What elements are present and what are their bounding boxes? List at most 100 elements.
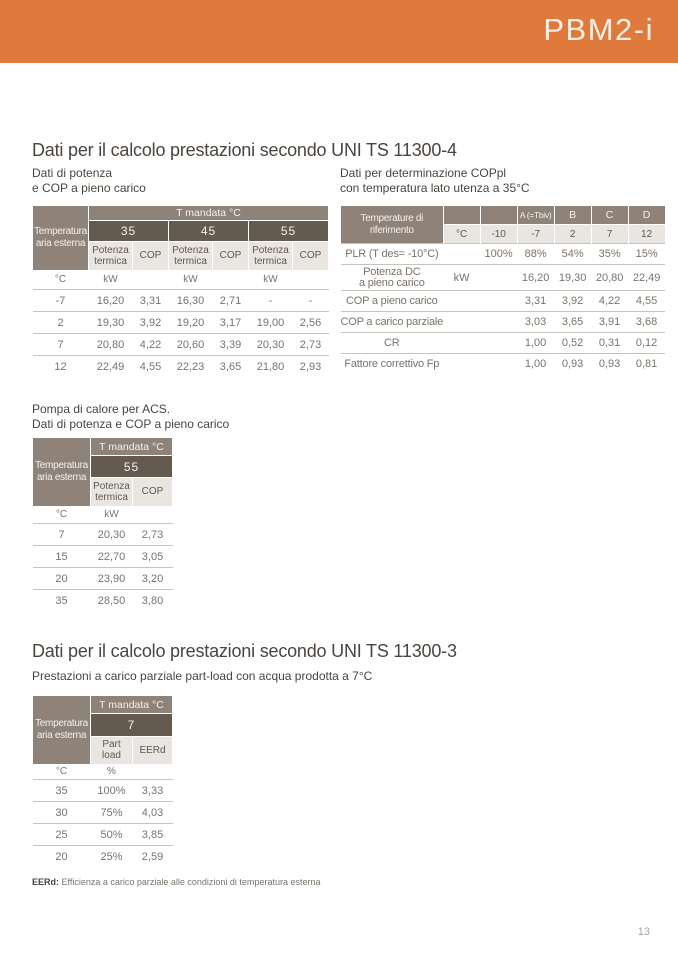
subheader-cell: -7 bbox=[516, 224, 555, 244]
cell: 2 bbox=[32, 311, 89, 334]
table-row: 15 22,70 3,05 bbox=[32, 545, 173, 568]
cell: - bbox=[248, 289, 293, 312]
cell: 22,49 bbox=[88, 355, 133, 378]
group-cell: 45 bbox=[168, 220, 249, 242]
cell: 16,20 bbox=[88, 289, 133, 312]
group-cell: 7 bbox=[90, 713, 173, 737]
cell: 3,20 bbox=[132, 567, 173, 590]
units-row: °C kW kW kW bbox=[33, 270, 329, 290]
table-row: 35 100% 3,33 bbox=[32, 779, 173, 802]
cell: 3,17 bbox=[212, 311, 249, 334]
partload-table-subtitle: Prestazioni a carico parziale part-load … bbox=[32, 669, 373, 683]
cell: 35 bbox=[32, 589, 91, 612]
subheader-cell: 7 bbox=[590, 224, 629, 244]
cell: 22,49 bbox=[628, 264, 666, 291]
band-cell: T mandata °C bbox=[90, 437, 173, 456]
subheader-cell: -10 bbox=[479, 224, 518, 244]
subheader-cell: 12 bbox=[627, 224, 666, 244]
cell: 0,52 bbox=[554, 332, 592, 354]
cell: 22,70 bbox=[90, 545, 133, 568]
table-row: 25 50% 3,85 bbox=[32, 823, 173, 846]
cell: 4,22 bbox=[591, 290, 629, 312]
cell bbox=[443, 243, 481, 265]
band-cell: D bbox=[627, 205, 666, 225]
coppl-table: Temperature di riferimento A (=Tbiv) B C… bbox=[340, 205, 666, 375]
cell: 3,80 bbox=[132, 589, 173, 612]
power-table-subtitle: Dati di potenza e COP a pieno carico bbox=[32, 166, 146, 195]
cell: 0,31 bbox=[591, 332, 629, 354]
cell: 3,92 bbox=[132, 311, 169, 334]
cell: 21,80 bbox=[248, 355, 293, 378]
subheader-cell: EERd bbox=[132, 736, 173, 764]
cell: 25% bbox=[90, 845, 133, 868]
cell: 4,22 bbox=[132, 333, 169, 356]
group-cell: 55 bbox=[248, 220, 329, 242]
subheader-cell: COP bbox=[132, 241, 169, 270]
cell: 20,30 bbox=[90, 523, 133, 546]
cell: 30 bbox=[32, 801, 91, 824]
top-bar: PBM2-i bbox=[0, 0, 678, 63]
cell: 100% bbox=[480, 243, 518, 265]
partload-table: Temperatura aria esterna T mandata °C 7 … bbox=[32, 695, 173, 868]
subheader-cell: °C bbox=[442, 224, 481, 244]
cell: 3,92 bbox=[554, 290, 592, 312]
cell: 0,93 bbox=[591, 353, 629, 375]
cell: 20 bbox=[32, 567, 91, 590]
corner-cell: Temperatura aria esterna bbox=[32, 695, 91, 764]
unit-cell: % bbox=[107, 765, 116, 777]
cell: 4,03 bbox=[132, 801, 173, 824]
unit-cell bbox=[293, 270, 329, 290]
table-row: 2 19,30 3,92 19,20 3,17 19,00 2,56 bbox=[32, 311, 329, 334]
cell: 35 bbox=[32, 779, 91, 802]
row-label: Fattore correttivo Fp bbox=[340, 353, 444, 375]
subheader-cell: COP bbox=[212, 241, 249, 270]
unit-cell: °C bbox=[55, 765, 68, 777]
corner-cell: Temperatura aria esterna bbox=[32, 437, 91, 506]
cell: 3,33 bbox=[132, 779, 173, 802]
cell: 2,93 bbox=[292, 355, 329, 378]
band-cell bbox=[479, 205, 518, 225]
subheader-cell: Potenza termica bbox=[90, 477, 133, 506]
table-row: CR 1,00 0,52 0,31 0,12 bbox=[340, 332, 666, 354]
cell: 15 bbox=[32, 545, 91, 568]
cell: 3,31 bbox=[132, 289, 169, 312]
group-cell: 35 bbox=[88, 220, 169, 242]
product-name: PBM2-i bbox=[543, 12, 654, 47]
cell bbox=[480, 290, 518, 312]
cell: 3,68 bbox=[628, 311, 666, 333]
cell: 1,00 bbox=[517, 332, 555, 354]
cell: 2,71 bbox=[212, 289, 249, 312]
cell: 2,73 bbox=[292, 333, 329, 356]
table-row: 7 20,30 2,73 bbox=[32, 523, 173, 546]
subheader-cell: 2 bbox=[553, 224, 592, 244]
unit-cell bbox=[213, 270, 249, 290]
cell: 19,30 bbox=[554, 264, 592, 291]
cell: 7 bbox=[32, 523, 91, 546]
cell: 88% bbox=[517, 243, 555, 265]
unit-cell: °C bbox=[55, 508, 68, 520]
band-cell: A (=Tbiv) bbox=[516, 205, 555, 225]
band-cell: B bbox=[553, 205, 592, 225]
cell bbox=[443, 311, 481, 333]
unit-cell: kW bbox=[263, 273, 278, 285]
table-row: 12 22,49 4,55 22,23 3,65 21,80 2,93 bbox=[32, 355, 329, 378]
unit-cell: kW bbox=[104, 508, 119, 520]
coppl-table-subtitle: Dati per determinazione COPpl con temper… bbox=[340, 166, 530, 195]
cell: 35% bbox=[591, 243, 629, 265]
cell: 7 bbox=[32, 333, 89, 356]
row-label: COP a pieno carico bbox=[340, 290, 444, 312]
subheader-cell: Potenza termica bbox=[248, 241, 293, 270]
cell bbox=[443, 290, 481, 312]
row-label: Potenza DC a pieno carico bbox=[340, 264, 444, 291]
cell: 3,85 bbox=[132, 823, 173, 846]
power-cop-table: Temperatura aria esterna T mandata °C 35… bbox=[32, 205, 329, 378]
table-row: COP a carico parziale 3,03 3,65 3,91 3,6… bbox=[340, 311, 666, 333]
units-row: °C % bbox=[33, 764, 173, 780]
cell: 4,55 bbox=[132, 355, 169, 378]
cell: 54% bbox=[554, 243, 592, 265]
cell: 20 bbox=[32, 845, 91, 868]
cell: 3,31 bbox=[517, 290, 555, 312]
cell: 12 bbox=[32, 355, 89, 378]
section-title-11300-4: Dati per il calcolo prestazioni secondo … bbox=[32, 140, 457, 160]
section-title-11300-3: Dati per il calcolo prestazioni secondo … bbox=[32, 641, 457, 661]
